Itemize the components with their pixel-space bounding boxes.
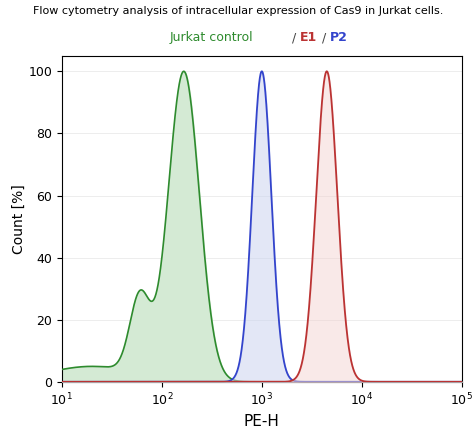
- Text: P2: P2: [330, 31, 347, 44]
- Y-axis label: Count [%]: Count [%]: [11, 184, 26, 254]
- Text: E1: E1: [300, 31, 317, 44]
- X-axis label: PE-H: PE-H: [244, 414, 280, 429]
- Text: /: /: [288, 31, 296, 44]
- Text: Jurkat control: Jurkat control: [170, 31, 253, 44]
- Text: /: /: [318, 31, 326, 44]
- Text: Flow cytometry analysis of intracellular expression of Cas9 in Jurkat cells.: Flow cytometry analysis of intracellular…: [33, 6, 443, 16]
